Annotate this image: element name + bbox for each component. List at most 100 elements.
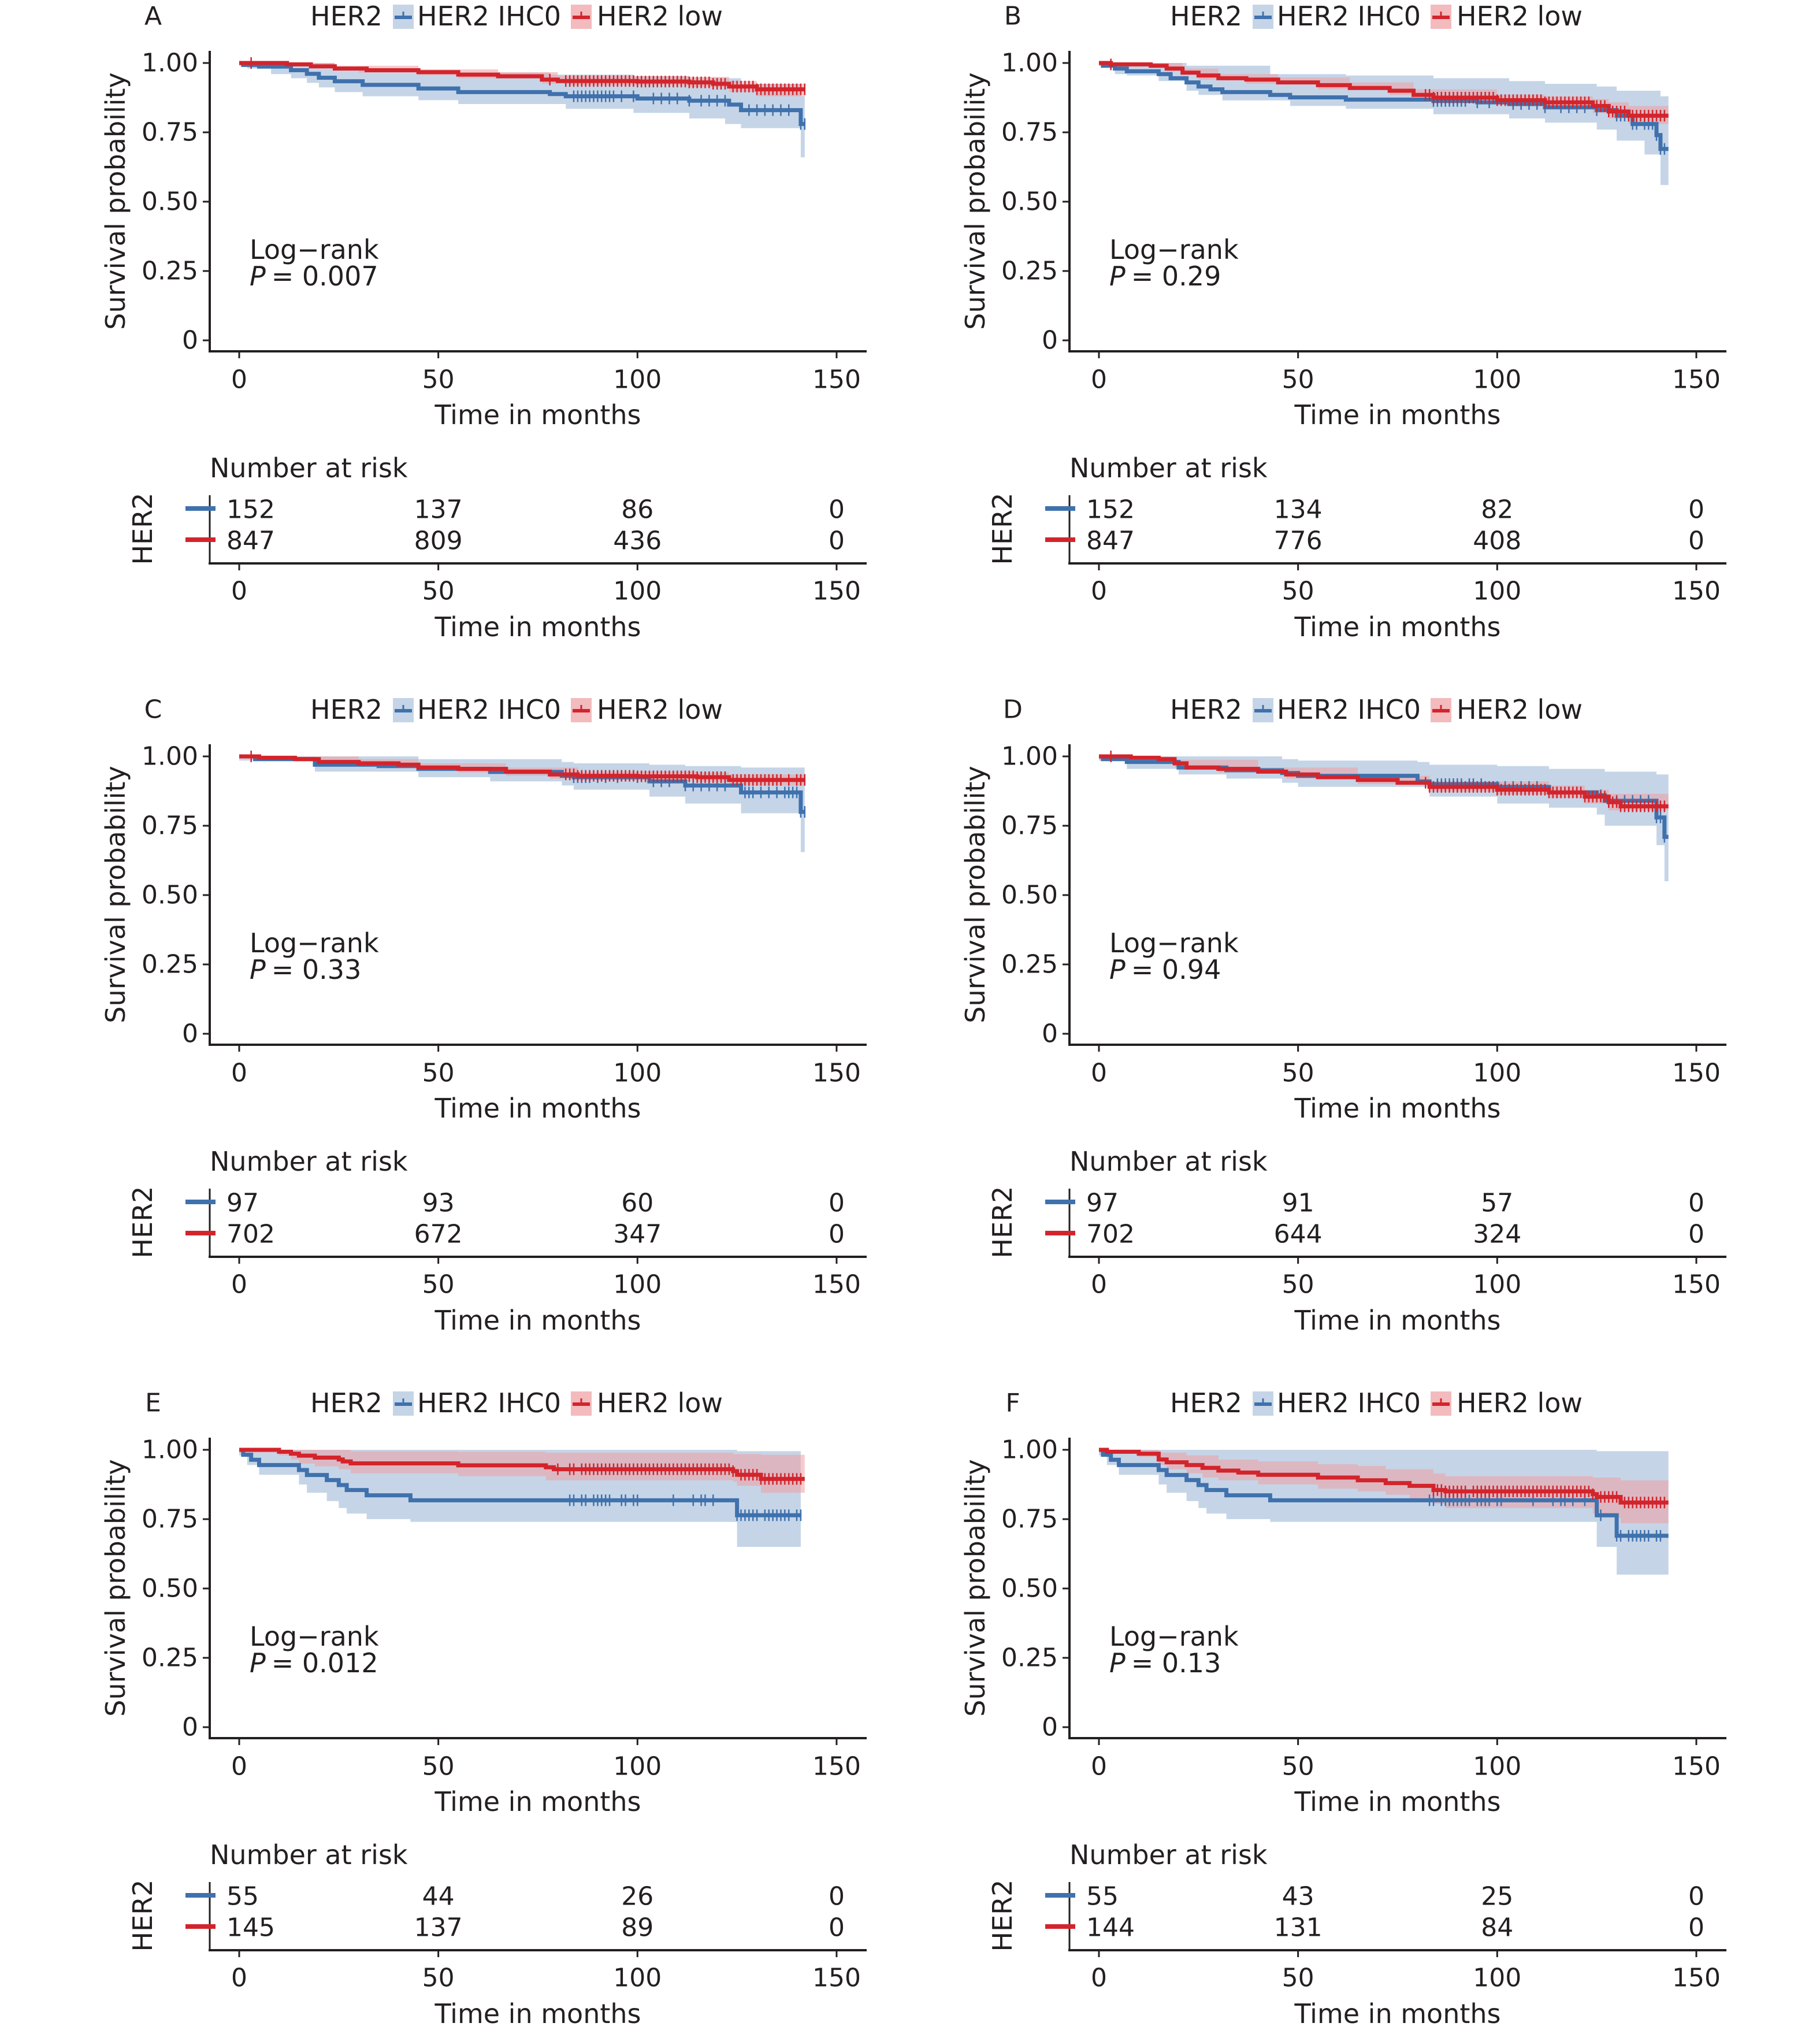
logrank-label: Log−rank	[1109, 234, 1239, 265]
x-tick-label: 50	[422, 1059, 455, 1088]
legend-item-ihc0[interactable]: HER2 IHC0	[1253, 1387, 1421, 1419]
p-value: P = 0.012	[250, 1647, 378, 1679]
y-tick-label: 0.75	[142, 118, 198, 147]
risk-value: 60	[621, 1189, 653, 1218]
y-tick-label: 0.25	[142, 950, 198, 979]
x-tick-label: 100	[1473, 1752, 1521, 1781]
p-value-text: = 0.13	[1131, 1647, 1221, 1679]
panel-letter: E	[145, 1389, 161, 1418]
risk-value: 89	[621, 1913, 653, 1943]
risk-x-tick-label: 150	[1672, 577, 1721, 606]
y-axis-title: Survival probability	[960, 766, 991, 1023]
logrank-label: Log−rank	[1109, 1621, 1239, 1652]
risk-value: 0	[1688, 526, 1704, 556]
risk-value: 847	[226, 526, 275, 556]
km-panel-c: C HER2 HER2 IHC0 HER2 low00.250.500.751.000…	[100, 694, 867, 1336]
y-tick-label: 0.25	[1001, 1643, 1058, 1673]
plot-area	[239, 751, 806, 852]
p-value: P = 0.94	[1109, 954, 1221, 985]
risk-value: 324	[1473, 1220, 1521, 1249]
risk-x-tick-label: 100	[613, 577, 662, 606]
risk-value: 82	[1481, 495, 1513, 525]
legend-label: HER2 low	[1457, 694, 1583, 725]
panel-letter: B	[1004, 2, 1022, 31]
risk-value: 144	[1086, 1913, 1135, 1943]
risk-row-low: 702 644 324 0	[1045, 1220, 1704, 1249]
legend-item-low[interactable]: HER2 low	[571, 1, 723, 32]
x-tick-label: 100	[1473, 1059, 1521, 1088]
y-tick-label: 0	[1042, 1713, 1058, 1742]
legend: HER2 HER2 IHC0 HER2 low	[310, 1387, 723, 1419]
x-tick-label: 100	[613, 1059, 662, 1088]
legend-item-ihc0[interactable]: HER2 IHC0	[393, 1, 561, 32]
x-tick-label: 0	[231, 1752, 247, 1781]
series-low	[239, 1447, 805, 1485]
p-value-text: = 0.29	[1131, 261, 1221, 292]
legend-label: HER2 IHC0	[1277, 1387, 1421, 1419]
risk-value: 847	[1086, 526, 1135, 556]
panel-letter: F	[1005, 1389, 1020, 1418]
risk-value: 776	[1274, 526, 1323, 556]
y-tick-label: 0	[182, 1713, 198, 1742]
x-tick-label: 100	[613, 1752, 662, 1781]
risk-value: 57	[1481, 1189, 1513, 1218]
panel-letter: C	[144, 695, 162, 725]
risk-row-low: 144 131 84 0	[1045, 1913, 1704, 1943]
p-value: P = 0.33	[250, 954, 361, 985]
risk-value: 672	[414, 1220, 463, 1249]
risk-x-tick-label: 50	[422, 577, 455, 606]
x-axis-title: Time in months	[434, 1093, 641, 1124]
legend-label: HER2 low	[597, 1387, 723, 1419]
y-tick-label: 0.50	[1001, 187, 1058, 217]
ci-band-low	[239, 1450, 805, 1493]
y-tick-label: 0.25	[142, 1643, 198, 1673]
p-symbol: P	[1109, 1647, 1126, 1679]
legend-item-low[interactable]: HER2 low	[1431, 1, 1583, 32]
legend-item-ihc0[interactable]: HER2 IHC0	[393, 694, 561, 725]
risk-x-tick-label: 0	[231, 1964, 247, 1993]
km-panel-f: F HER2 HER2 IHC0 HER2 low00.250.500.751.000…	[960, 1387, 1726, 2029]
legend-label: HER2 low	[1457, 1, 1583, 32]
legend-item-ihc0[interactable]: HER2 IHC0	[1253, 694, 1421, 725]
y-tick-label: 0.50	[1001, 1574, 1058, 1604]
legend-title: HER2	[310, 694, 382, 725]
risk-x-axis-title: Time in months	[1294, 1998, 1500, 2029]
risk-x-tick-label: 0	[231, 577, 247, 606]
legend-item-ihc0[interactable]: HER2 IHC0	[393, 1387, 561, 1419]
risk-value: 347	[613, 1220, 662, 1249]
x-tick-label: 50	[1282, 365, 1314, 395]
risk-value: 97	[1086, 1189, 1119, 1218]
risk-x-tick-label: 0	[1091, 1964, 1107, 1993]
risk-x-tick-label: 150	[812, 1270, 861, 1300]
y-axis-title: Survival probability	[100, 72, 131, 330]
axes: 0 0.25 0.50 0.75 1.00 0 50 100 150 Time in months…	[960, 49, 1726, 430]
risk-x-axis-title: Time in months	[434, 1305, 641, 1336]
risk-value: 408	[1473, 526, 1521, 556]
legend-item-ihc0[interactable]: HER2 IHC0	[1253, 1, 1421, 32]
risk-table-title: Number at risk	[1069, 1839, 1268, 1870]
y-tick-label: 0.50	[1001, 881, 1058, 910]
y-tick-label: 0	[182, 326, 198, 355]
risk-x-tick-label: 0	[1091, 1270, 1107, 1300]
legend-item-low[interactable]: HER2 low	[1431, 1387, 1583, 1419]
risk-strata-label: HER2	[987, 493, 1018, 565]
risk-value: 152	[226, 495, 275, 525]
series-low	[1099, 58, 1669, 122]
logrank-label: Log−rank	[1109, 927, 1239, 959]
x-axis-title: Time in months	[1294, 399, 1500, 430]
risk-x-tick-label: 100	[613, 1270, 662, 1300]
risk-value: 91	[1282, 1189, 1314, 1218]
legend-item-low[interactable]: HER2 low	[571, 694, 723, 725]
p-symbol: P	[1109, 954, 1126, 985]
axes: 0 0.25 0.50 0.75 1.00 0 50 100 150 Time in months…	[100, 742, 867, 1124]
risk-value: 26	[621, 1882, 653, 1911]
legend-item-low[interactable]: HER2 low	[1431, 694, 1583, 725]
y-tick-label: 1.00	[142, 742, 198, 771]
legend-item-low[interactable]: HER2 low	[571, 1387, 723, 1419]
